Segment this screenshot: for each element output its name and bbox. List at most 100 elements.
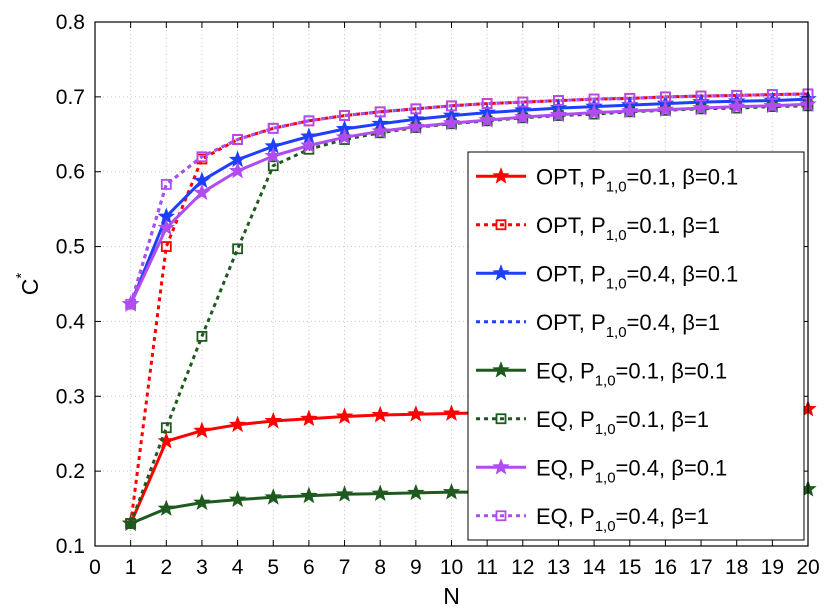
x-tick-label: 14	[582, 556, 606, 579]
legend-label: OPT, P1,0=0.4, β=1	[536, 310, 720, 341]
legend-label: EQ, P1,0=0.1, β=0.1	[536, 358, 727, 389]
series-marker-star	[728, 97, 746, 115]
legend-label-subscript: 1,0	[606, 178, 627, 195]
x-tick-label: 12	[511, 556, 534, 579]
series-marker-square	[160, 179, 172, 190]
series-marker-star	[492, 361, 510, 378]
x-tick-label: 11	[476, 556, 498, 579]
legend-label-subscript: 1,0	[606, 324, 627, 341]
series-marker-star	[300, 409, 318, 427]
x-axis-title: N	[443, 583, 460, 609]
axis-ticks: 0 1 2 3 4 5 6 7 8 9 10 11 12 13 14 15 16 17 18 19 200.10.20.…	[56, 11, 820, 579]
legend-label-subscript: 1,0	[595, 469, 616, 486]
legend-label-main: OPT, P	[536, 310, 606, 335]
legend-item-8: EQ, P1,0=0.4, β=1	[476, 504, 709, 535]
legend-box	[467, 151, 805, 541]
legend-label-subscript: 1,0	[595, 518, 616, 535]
series-marker-square	[553, 95, 564, 106]
series-marker-square	[495, 219, 507, 231]
series-marker-square	[232, 134, 244, 145]
x-tick-label: 0	[89, 556, 101, 579]
y-axis-title-superscript: *	[13, 273, 30, 279]
legend-label-rest: =0.1, β=0.1	[616, 358, 728, 383]
series-marker-star	[514, 107, 532, 125]
series-marker-star	[335, 128, 354, 145]
series-marker-square	[410, 103, 422, 115]
series-marker-star	[157, 218, 175, 236]
series-marker-star	[300, 136, 318, 153]
series-marker-square	[588, 93, 600, 105]
series-marker-square	[495, 510, 507, 522]
legend-label-subscript: 1,0	[595, 372, 616, 389]
series-marker-star	[692, 98, 710, 116]
series-marker-star	[585, 103, 603, 120]
series-marker-star	[228, 415, 247, 433]
series-marker-square	[495, 413, 507, 425]
series-marker-star	[492, 458, 510, 475]
series-marker-square	[267, 122, 279, 134]
legend-item-5: EQ, P1,0=0.1, β=0.1	[476, 358, 727, 389]
series-marker-star	[300, 486, 318, 504]
series-marker-square	[660, 91, 671, 103]
x-tick-label: 20	[796, 556, 819, 579]
series-marker-star	[335, 485, 354, 502]
legend-label-subscript: 1,0	[606, 275, 627, 292]
series-marker-star	[193, 421, 211, 439]
series-marker-square	[232, 243, 244, 255]
series-marker-star	[157, 499, 175, 516]
x-tick-label: 18	[725, 556, 748, 579]
legend-item-2: OPT, P1,0=0.1, β=1	[476, 213, 720, 244]
legend-label-main: OPT, P	[536, 261, 606, 286]
series-marker-star	[442, 404, 461, 421]
legend-label: EQ, P1,0=0.4, β=1	[536, 504, 709, 535]
series-marker-star	[656, 100, 675, 118]
series-7	[121, 95, 817, 312]
legend-label-rest: =0.4, β=1	[616, 504, 709, 529]
x-tick-label: 10	[440, 556, 463, 579]
series-marker-square	[125, 298, 137, 310]
legend-label-rest: =0.4, β=0.1	[627, 261, 739, 286]
series-marker-star	[620, 101, 639, 119]
series-marker-square	[160, 422, 172, 434]
legend-label: OPT, P1,0=0.4, β=0.1	[536, 261, 738, 292]
y-tick-label: 0.7	[56, 86, 85, 109]
series-marker-square	[731, 89, 743, 101]
series-marker-star	[193, 183, 211, 201]
series-marker-square	[196, 330, 208, 342]
legend-label-rest: =0.4, β=1	[627, 310, 720, 335]
series-marker-star	[442, 113, 461, 131]
series-marker-star	[264, 488, 282, 505]
series-marker-star	[371, 405, 389, 423]
series-marker-square	[160, 241, 172, 252]
series-marker-star	[763, 96, 782, 114]
series-marker-square	[374, 106, 386, 118]
series-marker-star	[264, 411, 283, 429]
legend-item-6: EQ, P1,0=0.1, β=1	[476, 407, 709, 438]
legend-item-7: EQ, P1,0=0.4, β=0.1	[476, 455, 727, 486]
series-marker-star	[492, 264, 510, 281]
legend-label: EQ, P1,0=0.4, β=0.1	[536, 455, 727, 486]
y-tick-label: 0.8	[56, 11, 85, 34]
legend-label-main: EQ, P	[536, 358, 595, 383]
legend-item-3: OPT, P1,0=0.4, β=0.1	[476, 261, 738, 292]
series-marker-star	[407, 405, 425, 422]
series-marker-square	[481, 98, 493, 109]
legend-label: OPT, P1,0=0.1, β=0.1	[536, 164, 738, 195]
series-marker-star	[407, 483, 425, 501]
series-marker-star	[371, 122, 389, 139]
series-marker-square	[267, 160, 279, 172]
series-marker-star	[335, 407, 354, 424]
x-tick-label: 8	[374, 556, 386, 579]
legend-label-rest: =0.1, β=1	[627, 213, 720, 238]
legend-label-subscript: 1,0	[595, 421, 616, 438]
y-axis-title-main: C	[17, 279, 43, 296]
series-marker-star	[228, 161, 247, 179]
legend-label-rest: =0.1, β=1	[616, 407, 709, 432]
series-marker-star	[549, 105, 568, 123]
x-tick-label: 7	[339, 556, 351, 579]
series-marker-square	[125, 518, 137, 529]
series-marker-star	[492, 167, 510, 184]
legend-item-1: OPT, P1,0=0.1, β=0.1	[476, 164, 738, 195]
